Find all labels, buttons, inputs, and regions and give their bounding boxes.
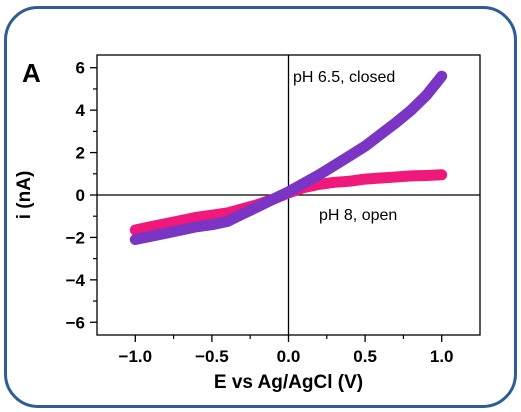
data-point [345, 151, 355, 161]
data-point [360, 141, 370, 151]
annotation-ph8-open: pH 8, open [319, 207, 397, 224]
data-point [207, 220, 217, 230]
data-point [391, 118, 401, 128]
series-layer [129, 70, 448, 245]
data-point [345, 176, 355, 186]
y-tick-label: 2 [76, 144, 85, 163]
annotation-ph65-closed: pH 6.5, closed [293, 69, 395, 86]
data-point [222, 217, 232, 227]
data-point [176, 215, 186, 225]
data-point [284, 187, 293, 197]
y-tick-label: −4 [66, 271, 86, 290]
y-tick-label: −2 [66, 228, 85, 247]
y-tick-label: 4 [76, 101, 86, 120]
data-point [375, 130, 385, 140]
x-tick-label: 0.5 [353, 347, 377, 366]
data-point [360, 174, 370, 184]
panel-label: A [22, 58, 41, 88]
data-point [176, 225, 186, 235]
data-point [146, 231, 156, 241]
data-point [406, 171, 416, 181]
data-point [253, 202, 263, 212]
y-axis-ticks: −6 −4 −2 0 2 4 6 [66, 59, 97, 332]
data-point [421, 170, 431, 180]
x-axis-title: E vs Ag/AgCl (V) [214, 372, 363, 393]
data-point [238, 209, 248, 219]
x-tick-label: 1.0 [430, 347, 454, 366]
data-point [192, 222, 202, 232]
x-tick-label: 0.0 [277, 347, 301, 366]
x-axis-ticks: −1.0 −0.5 0.0 0.5 1.0 [119, 335, 454, 366]
x-tick-label: −1.0 [119, 347, 153, 366]
data-point [161, 228, 171, 238]
data-point [329, 177, 339, 187]
y-tick-label: −6 [66, 313, 85, 332]
y-axis-title: i (nA) [14, 171, 35, 220]
data-point [192, 212, 202, 222]
data-point [406, 105, 416, 115]
data-point [130, 225, 140, 235]
data-point [391, 172, 401, 182]
data-point [161, 219, 171, 229]
x-tick-label: −0.5 [195, 347, 229, 366]
y-tick-label: 6 [76, 59, 85, 78]
data-point [375, 173, 385, 183]
data-point [146, 222, 156, 232]
data-point [314, 170, 324, 180]
data-point [299, 178, 309, 188]
data-point [207, 210, 217, 220]
data-point [329, 160, 339, 170]
data-point [437, 170, 447, 180]
data-point [130, 235, 140, 245]
data-point [268, 194, 278, 204]
data-point [437, 71, 447, 81]
y-tick-label: 0 [76, 186, 85, 205]
data-point [421, 90, 431, 100]
